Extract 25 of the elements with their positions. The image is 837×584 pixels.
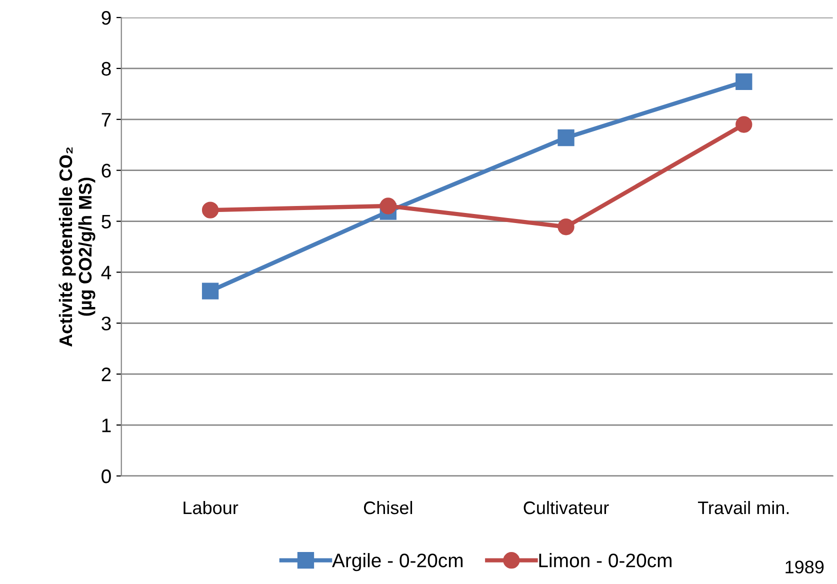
x-tick-label: Travail min.: [698, 500, 789, 514]
y-axis-title: Activité potentielle CO₂ (µg CO2/g/h MS): [58, 147, 96, 347]
legend-label: Limon - 0-20cm: [539, 553, 672, 568]
point: [558, 218, 574, 236]
x-tick-label: Chisel: [364, 500, 412, 514]
y-tick-label: 3: [102, 316, 111, 330]
y-tick-label: 0: [102, 469, 111, 484]
point: [558, 129, 574, 146]
point: [202, 282, 219, 300]
y-tick-label: 1: [102, 418, 111, 432]
point: [202, 202, 219, 218]
y-tick-label: 2: [102, 368, 111, 382]
y-tick-label: 8: [102, 62, 111, 76]
legend-label: Argile - 0-20cm: [332, 553, 463, 572]
x-tick-label: Cultivateur: [524, 500, 609, 514]
x-tick-label: Labour: [184, 500, 238, 514]
y-tick-label: 5: [102, 214, 111, 229]
y-tick-label: 6: [102, 164, 111, 178]
y-tick-label: 9: [102, 10, 111, 25]
y-tick-label: 7: [102, 113, 111, 126]
y-tick-label: 4: [101, 266, 112, 280]
point: [736, 116, 752, 133]
text: 1989: [786, 560, 824, 574]
point: [380, 198, 396, 214]
point: [736, 73, 752, 90]
